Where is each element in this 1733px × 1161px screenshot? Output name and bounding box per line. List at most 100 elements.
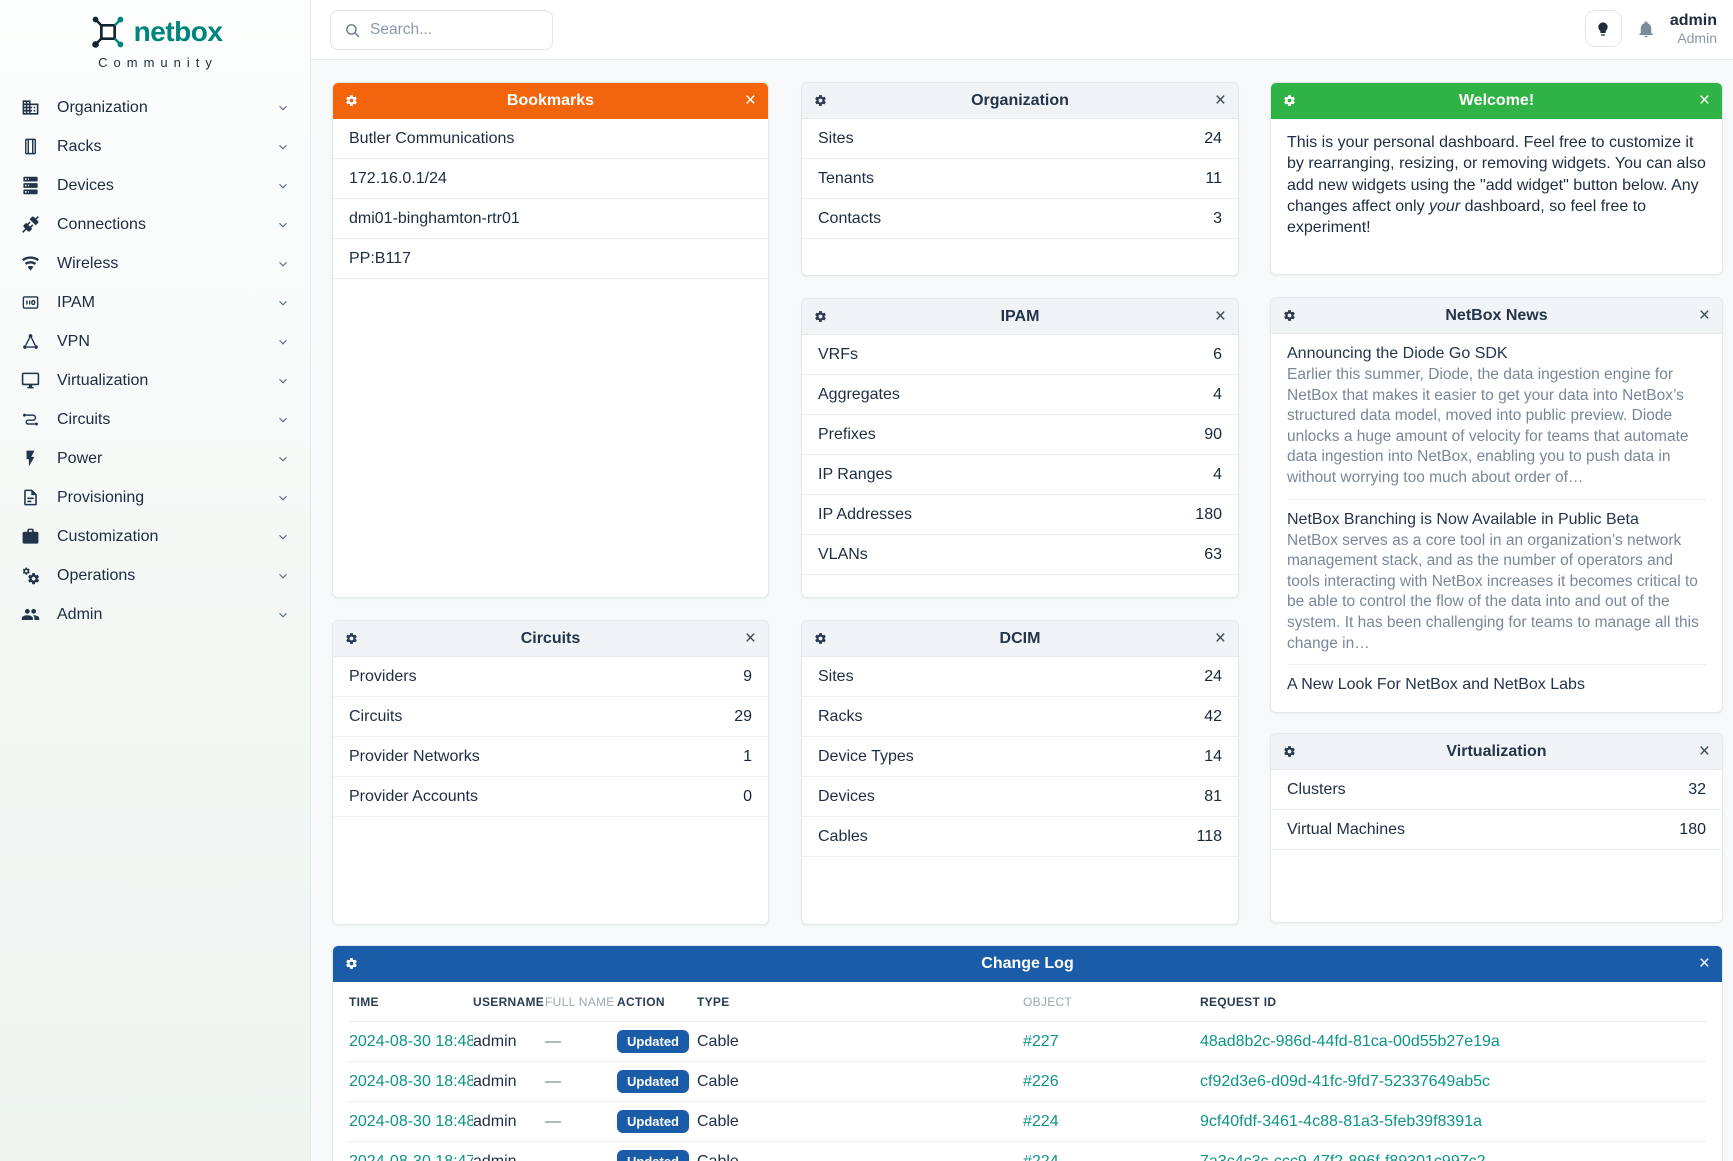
stat-label[interactable]: Prefixes [818, 425, 876, 443]
change-time-link[interactable]: 2024-08-30 18:48 [349, 1032, 473, 1050]
gear-icon[interactable] [1283, 309, 1296, 322]
stat-label[interactable]: Aggregates [818, 385, 900, 403]
change-time-link[interactable]: 2024-08-30 18:47 [349, 1152, 473, 1161]
sidebar-item-power[interactable]: Power [0, 439, 310, 478]
action-badge[interactable]: Updated [617, 1070, 689, 1093]
close-icon[interactable]: × [744, 628, 756, 649]
stat-row[interactable]: Virtual Machines 180 [1271, 810, 1722, 850]
sidebar-item-connections[interactable]: Connections [0, 205, 310, 244]
column-header-full-name[interactable]: FULL NAME [545, 982, 617, 1022]
stat-label[interactable]: IP Addresses [818, 505, 912, 523]
stat-row[interactable]: Racks 42 [802, 697, 1238, 737]
news-headline-link[interactable]: A New Look For NetBox and NetBox Labs [1287, 676, 1585, 694]
stat-label[interactable]: Cables [818, 827, 868, 845]
stat-row[interactable]: Cables 118 [802, 817, 1238, 857]
stat-row[interactable]: Sites 24 [802, 119, 1238, 159]
close-icon[interactable]: × [1698, 90, 1710, 111]
stat-label[interactable]: Contacts [818, 209, 882, 227]
brand[interactable]: netbox Community [0, 0, 310, 70]
stat-row[interactable]: Providers 9 [333, 657, 768, 697]
change-object-link[interactable]: #226 [1023, 1072, 1059, 1090]
gear-icon[interactable] [814, 632, 827, 645]
column-header-request-id[interactable]: REQUEST ID [1200, 982, 1706, 1022]
stat-label[interactable]: IP Ranges [818, 465, 893, 483]
stat-label[interactable]: Racks [818, 707, 863, 725]
stat-row[interactable]: Device Types 14 [802, 737, 1238, 777]
change-request-id-link[interactable]: cf92d3e6-d09d-41fc-9fd7-52337649ab5c [1200, 1072, 1491, 1090]
stat-row[interactable]: Contacts 3 [802, 199, 1238, 239]
stat-label[interactable]: Clusters [1287, 780, 1346, 798]
sidebar-item-customization[interactable]: Customization [0, 517, 310, 556]
gear-icon[interactable] [345, 957, 358, 970]
news-headline-link[interactable]: NetBox Branching is Now Available in Pub… [1287, 510, 1639, 528]
stat-label[interactable]: VLANs [818, 545, 868, 563]
column-header-time[interactable]: TIME [349, 982, 473, 1022]
sidebar-item-provisioning[interactable]: Provisioning [0, 478, 310, 517]
column-header-username[interactable]: USERNAME [473, 982, 545, 1022]
stat-row[interactable]: Aggregates 4 [802, 375, 1238, 415]
gear-icon[interactable] [1283, 94, 1296, 107]
stat-row[interactable]: Sites 24 [802, 657, 1238, 697]
stat-row[interactable]: Circuits 29 [333, 697, 768, 737]
column-header-object[interactable]: OBJECT [1023, 982, 1200, 1022]
stat-label[interactable]: Sites [818, 129, 854, 147]
search-input[interactable] [370, 21, 520, 39]
change-request-id-link[interactable]: 9cf40fdf-3461-4c88-81a3-5feb39f8391a [1200, 1112, 1482, 1130]
change-request-id-link[interactable]: 48ad8b2c-986d-44fd-81ca-00d55b27e19a [1200, 1032, 1500, 1050]
close-icon[interactable]: × [1698, 305, 1710, 326]
action-badge[interactable]: Updated [617, 1110, 689, 1133]
sidebar-item-racks[interactable]: Racks [0, 127, 310, 166]
sidebar-item-organization[interactable]: Organization [0, 88, 310, 127]
column-header-action[interactable]: ACTION [617, 982, 697, 1022]
change-object-link[interactable]: #224 [1023, 1152, 1059, 1161]
bookmark-item[interactable]: 172.16.0.1/24 [333, 159, 768, 199]
search-box[interactable] [330, 10, 553, 50]
bookmark-item[interactable]: dmi01-binghamton-rtr01 [333, 199, 768, 239]
gear-icon[interactable] [814, 310, 827, 323]
close-icon[interactable]: × [1698, 741, 1710, 762]
stat-label[interactable]: Virtual Machines [1287, 820, 1405, 838]
notifications-button[interactable] [1637, 20, 1655, 38]
change-time-link[interactable]: 2024-08-30 18:48 [349, 1112, 473, 1130]
stat-row[interactable]: Provider Networks 1 [333, 737, 768, 777]
bookmark-item[interactable]: PP:B117 [333, 239, 768, 279]
stat-row[interactable]: VRFs 6 [802, 335, 1238, 375]
bookmark-item[interactable]: Butler Communications [333, 119, 768, 159]
stat-label[interactable]: Tenants [818, 169, 875, 187]
sidebar-item-devices[interactable]: Devices [0, 166, 310, 205]
stat-row[interactable]: Prefixes 90 [802, 415, 1238, 455]
change-time-link[interactable]: 2024-08-30 18:48 [349, 1072, 473, 1090]
sidebar-item-circuits[interactable]: Circuits [0, 400, 310, 439]
close-icon[interactable]: × [1698, 953, 1710, 974]
stat-label[interactable]: Sites [818, 667, 854, 685]
close-icon[interactable]: × [1214, 628, 1226, 649]
news-headline-link[interactable]: Announcing the Diode Go SDK [1287, 345, 1508, 362]
stat-label[interactable]: VRFs [818, 345, 858, 363]
sidebar-item-operations[interactable]: Operations [0, 556, 310, 595]
gear-icon[interactable] [345, 632, 358, 645]
column-header-type[interactable]: TYPE [697, 982, 1023, 1022]
stat-row[interactable]: Devices 81 [802, 777, 1238, 817]
sidebar-item-admin[interactable]: Admin [0, 595, 310, 634]
stat-row[interactable]: Tenants 11 [802, 159, 1238, 199]
stat-row[interactable]: Provider Accounts 0 [333, 777, 768, 817]
gear-icon[interactable] [814, 94, 827, 107]
gear-icon[interactable] [345, 94, 358, 107]
stat-row[interactable]: Clusters 32 [1271, 770, 1722, 810]
stat-label[interactable]: Circuits [349, 707, 403, 725]
gear-icon[interactable] [1283, 745, 1296, 758]
sidebar-item-virtualization[interactable]: Virtualization [0, 361, 310, 400]
user-menu[interactable]: admin Admin [1670, 11, 1717, 47]
stat-row[interactable]: IP Ranges 4 [802, 455, 1238, 495]
close-icon[interactable]: × [1214, 306, 1226, 327]
close-icon[interactable]: × [1214, 90, 1226, 111]
change-object-link[interactable]: #224 [1023, 1112, 1059, 1130]
sidebar-item-wireless[interactable]: Wireless [0, 244, 310, 283]
stat-label[interactable]: Providers [349, 667, 417, 685]
theme-toggle-button[interactable] [1584, 10, 1622, 47]
action-badge[interactable]: Updated [617, 1150, 689, 1161]
stat-row[interactable]: IP Addresses 180 [802, 495, 1238, 535]
action-badge[interactable]: Updated [617, 1030, 689, 1053]
stat-label[interactable]: Devices [818, 787, 875, 805]
change-object-link[interactable]: #227 [1023, 1032, 1059, 1050]
